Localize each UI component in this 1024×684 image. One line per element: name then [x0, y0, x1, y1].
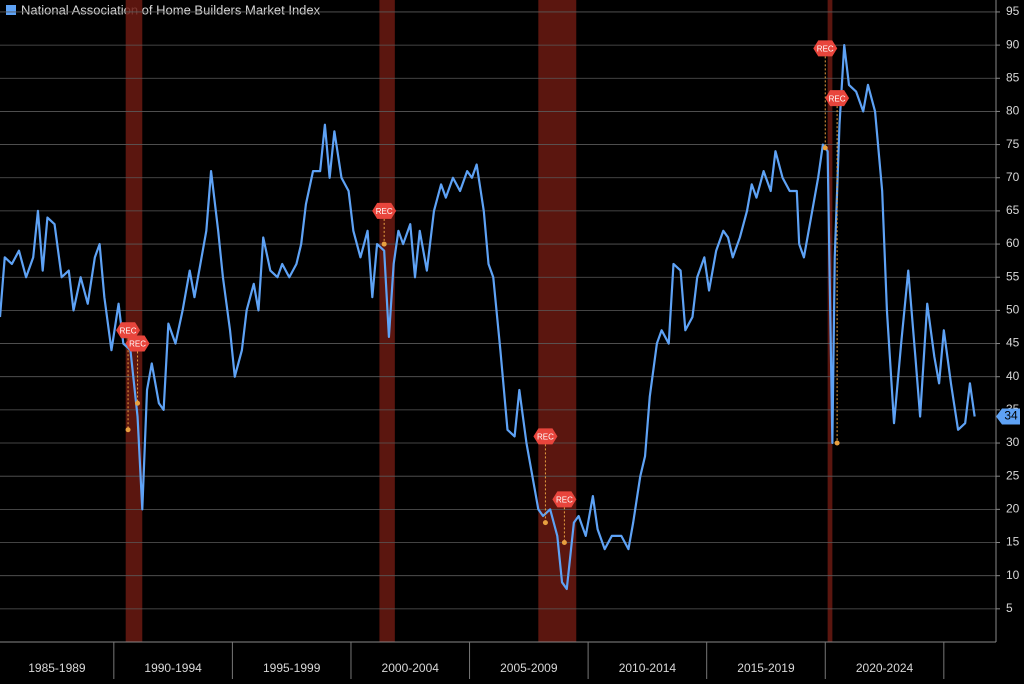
annotation-point: [834, 440, 840, 446]
annotation-marker: [116, 322, 141, 339]
legend-swatch: [6, 5, 16, 15]
y-tick-label: 30: [1006, 435, 1020, 449]
x-tick-label: 1995-1999: [263, 661, 321, 675]
x-tick-label: 2010-2014: [619, 661, 677, 675]
annotation-label: REC: [376, 207, 393, 216]
annotation-point: [542, 520, 548, 526]
y-tick-label: 45: [1006, 336, 1020, 350]
annotation-point: [135, 400, 141, 406]
annotation-marker: [533, 428, 558, 445]
y-tick-label: 20: [1006, 502, 1020, 516]
y-tick-label: 25: [1006, 468, 1020, 482]
x-tick-label: 2000-2004: [382, 661, 440, 675]
annotation-point: [561, 540, 567, 546]
y-tick-label: 10: [1006, 568, 1020, 582]
last-value-tag: [996, 408, 1020, 425]
annotation-point: [381, 241, 387, 247]
annotation-marker: [552, 491, 577, 508]
annotation-marker: [813, 40, 838, 57]
last-value-label: 34: [1004, 409, 1018, 423]
annotation-label: REC: [120, 326, 137, 335]
y-tick-label: 65: [1006, 203, 1020, 217]
y-tick-label: 80: [1006, 104, 1020, 118]
annotation-label: REC: [537, 433, 554, 442]
y-tick-label: 55: [1006, 269, 1020, 283]
x-tick-label: 2015-2019: [737, 661, 795, 675]
y-tick-label: 60: [1006, 236, 1020, 250]
y-tick-label: 90: [1006, 37, 1020, 51]
y-tick-label: 50: [1006, 303, 1020, 317]
x-tick-label: 1990-1994: [144, 661, 202, 675]
y-tick-label: 40: [1006, 369, 1020, 383]
chart-title: National Association of Home Builders Ma…: [21, 2, 321, 17]
x-tick-label: 1985-1989: [28, 661, 86, 675]
x-tick-label: 2005-2009: [500, 661, 558, 675]
annotation-label: REC: [129, 340, 146, 349]
annotation-marker: [372, 202, 397, 219]
annotation-label: REC: [556, 496, 573, 505]
annotation-marker: [825, 90, 850, 107]
y-tick-label: 70: [1006, 170, 1020, 184]
series-line: [0, 43, 976, 591]
recession-band: [125, 0, 143, 642]
y-tick-label: 15: [1006, 535, 1020, 549]
annotation-label: REC: [829, 94, 846, 103]
y-tick-label: 85: [1006, 70, 1020, 84]
y-tick-label: 95: [1006, 4, 1020, 18]
annotation-point: [125, 427, 131, 433]
x-tick-label: 2020-2024: [856, 661, 914, 675]
y-tick-label: 75: [1006, 137, 1020, 151]
annotation-marker: [125, 335, 150, 352]
y-tick-label: 5: [1006, 601, 1013, 615]
annotation-label: REC: [817, 45, 834, 54]
annotation-point: [822, 145, 828, 151]
